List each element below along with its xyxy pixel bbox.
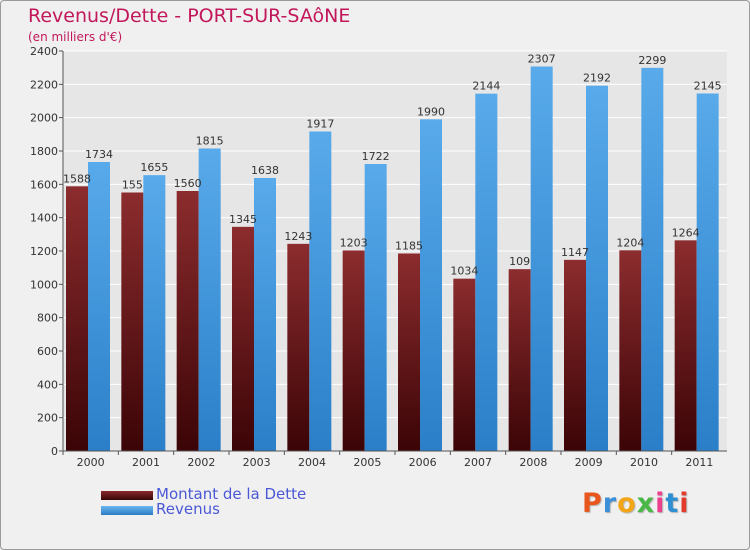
revenue-bar <box>420 119 442 451</box>
y-tick-label: 2000 <box>30 112 58 125</box>
brand-letter: t <box>665 488 680 519</box>
y-tick-label: 1200 <box>30 245 58 258</box>
x-tick-label: 2008 <box>519 456 547 469</box>
y-tick-label: 400 <box>37 378 58 391</box>
revenue-value-label: 1655 <box>140 161 168 174</box>
revenue-value-label: 1638 <box>251 164 279 177</box>
debt-bar <box>453 278 476 451</box>
debt-bar <box>121 192 144 451</box>
revenue-bar <box>364 164 387 451</box>
x-tick-label: 2005 <box>353 456 381 469</box>
debt-bar <box>398 253 420 451</box>
data-labels: 1588 1734 155 1655 1560 1815 1345 1638 1243 1917 1… <box>63 53 722 278</box>
x-tick-label: 2002 <box>187 456 215 469</box>
y-tick-label: 0 <box>51 445 58 458</box>
brand-letter: i <box>655 488 666 519</box>
debt-value-label: 155 <box>122 179 143 192</box>
x-axis-ticks: 2000 2001 2002 2003 2004 2005 2006 2007 2008 2009… <box>62 451 713 469</box>
brand-letter: i <box>679 488 690 519</box>
revenue-bar <box>309 131 332 451</box>
revenue-bar <box>641 67 664 451</box>
x-tick-label: 2003 <box>243 456 271 469</box>
chart-title: Revenus/Dette - PORT-SUR-SAôNE <box>28 5 351 27</box>
x-tick-label: 2007 <box>464 456 492 469</box>
debt-value-label: 1185 <box>395 240 423 253</box>
revenue-value-label: 2145 <box>694 80 722 93</box>
revenue-value-label: 1722 <box>362 150 390 163</box>
y-tick-label: 1000 <box>30 278 58 291</box>
legend-label-revenus: Revenus <box>156 500 220 518</box>
y-tick-label: 1600 <box>30 178 58 191</box>
x-tick-label: 2001 <box>132 456 160 469</box>
revenue-bar <box>198 148 221 451</box>
revenue-bar <box>530 66 553 451</box>
debt-value-label: 1560 <box>174 177 202 190</box>
y-tick-label: 2200 <box>30 78 58 91</box>
revenue-value-label: 1815 <box>196 135 224 148</box>
debt-bar <box>287 243 310 451</box>
debt-bar <box>176 191 199 451</box>
y-tick-label: 200 <box>37 412 58 425</box>
legend-swatch-dette <box>101 491 153 500</box>
revenue-value-label: 1734 <box>85 148 113 161</box>
revenue-bar <box>696 93 719 451</box>
revenue-value-label: 2192 <box>583 72 611 85</box>
x-tick-label: 2006 <box>409 456 437 469</box>
debt-value-label: 1264 <box>672 226 700 239</box>
x-tick-label: 2000 <box>77 456 105 469</box>
debt-bar <box>564 259 586 451</box>
debt-value-label: 1203 <box>340 237 368 250</box>
gridlines <box>63 50 727 419</box>
y-tick-label: 2400 <box>30 45 58 58</box>
revenue-value-label: 1917 <box>306 118 334 131</box>
debt-value-label: 1588 <box>63 172 91 185</box>
debt-value-label: 1345 <box>229 213 257 226</box>
brand-letter: P <box>582 488 603 519</box>
revenue-bar <box>88 162 110 451</box>
debt-value-label: 1243 <box>284 230 312 243</box>
revenue-value-label: 2144 <box>472 80 500 93</box>
brand-logo: Proxiti <box>582 488 690 519</box>
y-tick-label: 1800 <box>30 145 58 158</box>
chart-subtitle: (en milliers d'€) <box>28 30 123 44</box>
debt-value-label: 109 <box>509 255 530 268</box>
debt-bar <box>508 269 531 451</box>
legend-label-dette: Montant de la Dette <box>156 485 307 503</box>
y-tick-label: 600 <box>37 345 58 358</box>
revenue-value-label: 2307 <box>528 53 556 66</box>
debt-bar <box>342 250 365 451</box>
brand-letter: x <box>636 488 656 519</box>
x-tick-label: 2009 <box>575 456 603 469</box>
y-axis-ticks: 0 200 400 600 800 1000 1200 1400 1600 1800 2000 220… <box>30 45 63 458</box>
revenue-value-label: 1990 <box>417 105 445 118</box>
revenue-bar <box>586 85 608 452</box>
debt-value-label: 1034 <box>450 265 478 278</box>
debt-value-label: 1147 <box>561 246 589 259</box>
revenue-bar <box>143 175 166 451</box>
brand-letter: r <box>602 488 618 519</box>
revenue-value-label: 2299 <box>638 54 666 67</box>
debt-bar <box>66 186 88 452</box>
bar-chart: 0 200 400 600 800 1000 1200 1400 1600 1800 2000 220… <box>30 45 727 469</box>
legend-swatch-revenus <box>101 506 153 515</box>
debt-bar <box>232 226 254 451</box>
revenue-bar <box>475 93 498 452</box>
debt-value-label: 1204 <box>616 236 644 249</box>
brand-letter: o <box>617 488 637 519</box>
x-tick-label: 2004 <box>298 456 326 469</box>
x-tick-label: 2010 <box>630 456 658 469</box>
bars <box>66 66 719 452</box>
x-tick-label: 2011 <box>685 456 713 469</box>
debt-bar <box>619 250 642 451</box>
revenue-bar <box>254 178 276 451</box>
y-tick-label: 800 <box>37 312 58 325</box>
y-tick-label: 1400 <box>30 212 58 225</box>
debt-bar <box>674 240 697 451</box>
